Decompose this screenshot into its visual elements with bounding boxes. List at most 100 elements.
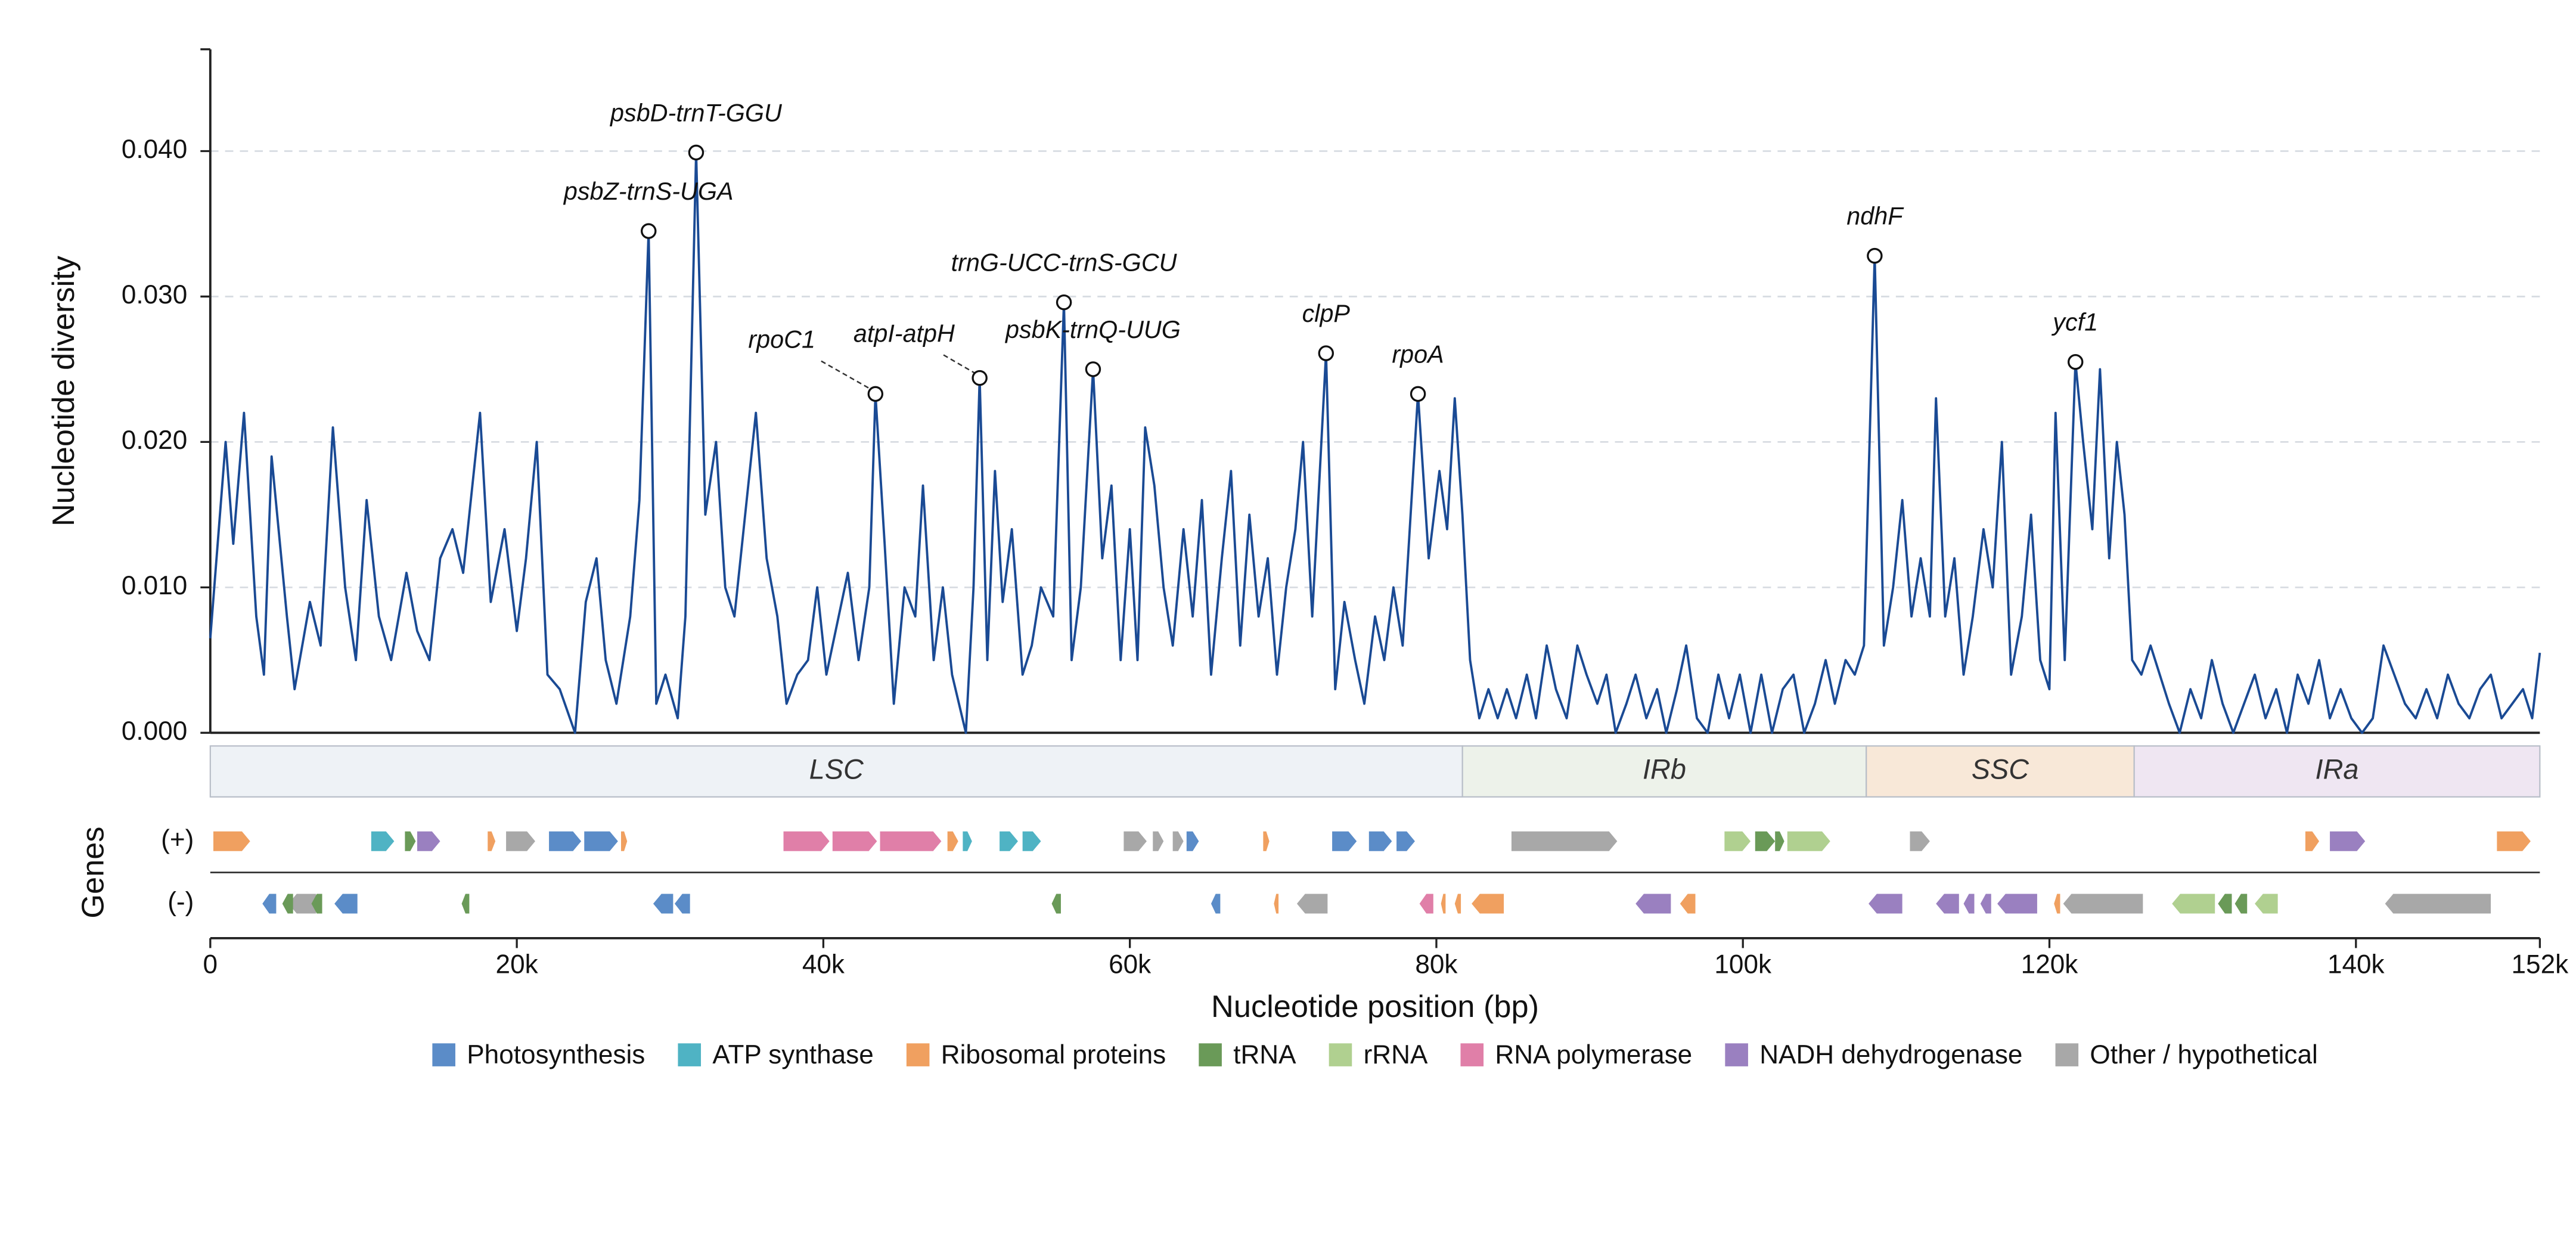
x-tick-label: 40k [802,950,845,979]
legend-swatch [1460,1043,1484,1066]
legend-label: Photosynthesis [467,1040,645,1069]
legend-swatch [906,1043,930,1066]
x-tick-label: 100k [1714,950,1772,979]
gene [417,831,440,851]
y-tick-label: 0.030 [122,280,187,309]
gene [2218,894,2232,914]
peak-marker [688,144,704,161]
region-label: IRa [2316,753,2359,784]
gene [282,894,293,914]
gene [334,894,358,914]
gene [1472,894,1504,914]
gene [262,894,277,914]
gene [2497,831,2531,851]
gene [488,831,496,851]
gene [1296,894,1328,914]
gene [405,831,416,851]
gene [311,894,322,914]
peak-marker [972,370,988,386]
gene [1454,894,1461,914]
legend-swatch [1329,1043,1352,1066]
gene [1396,831,1415,851]
gene [1172,831,1184,851]
gene [1022,831,1041,851]
peak-marker [1085,361,1101,377]
gene [2385,894,2491,914]
legend-label: Ribosomal proteins [941,1040,1166,1069]
annotation-label: psbZ-trnS-UGA [563,178,734,205]
region-box [2133,745,2541,798]
gene [2305,831,2320,851]
gene [1910,831,1930,851]
gene [674,894,690,914]
gene [1680,894,1696,914]
peak-marker [641,223,657,239]
gene [832,831,877,851]
gene [2330,831,2366,851]
gene [2172,894,2215,914]
gene [2054,894,2060,914]
gene [1123,831,1147,851]
gene [1051,894,1061,914]
annotation-label: rpoC1 [748,326,815,353]
track-label: (-) [167,888,194,917]
legend-label: tRNA [1233,1040,1296,1069]
legend-swatch [1725,1043,1748,1066]
gene [1368,831,1392,851]
gene [1787,831,1830,851]
gene [1332,831,1357,851]
gene [461,894,470,914]
gene [1963,894,1975,914]
x-tick-label: 80k [1415,950,1458,979]
annotation-label: ndhF [1846,203,1904,230]
gene [1775,831,1784,851]
gene [1755,831,1776,851]
y-tick-label: 0.000 [122,717,187,746]
legend: Photosynthesis ATP synthase Ribosomal prot… [432,1040,2318,1069]
gene [653,894,674,914]
legend-label: rRNA [1364,1040,1428,1069]
peak-marker [1410,386,1426,402]
legend-label: NADH dehydrogenase [1759,1040,2022,1069]
gene [1211,894,1221,914]
annotation-label: atpI-atpH [854,320,955,347]
gene [1000,831,1018,851]
legend-label: ATP synthase [712,1040,873,1069]
gene [1419,894,1433,914]
gene [1635,894,1671,914]
gene [506,831,535,851]
annotation-label: trnG-UCC-trnS-GCU [951,249,1178,277]
y-tick-label: 0.040 [122,135,187,164]
x-tick-label: 140k [2327,950,2385,979]
legend-label: RNA polymerase [1495,1040,1692,1069]
gene [584,831,618,851]
gene [1186,831,1199,851]
x-tick-label: 20k [496,950,539,979]
x-tick-label: 0 [203,950,218,979]
gene [947,831,958,851]
gene [288,894,316,914]
peak-marker [2067,353,2084,370]
gene [1441,894,1446,914]
legend-swatch [2055,1043,2079,1066]
gene [1153,831,1164,851]
x-tick-label: 120k [2021,950,2079,979]
annotation-label: ycf1 [2051,309,2098,336]
annotation-label: clpP [1302,300,1351,327]
gene [2063,894,2143,914]
gene [1997,894,2037,914]
gene [783,831,830,851]
gene [620,831,628,851]
gene [880,831,942,851]
annotation-leader [821,360,871,390]
legend-label: Other / hypothetical [2090,1040,2317,1069]
gene [1980,894,1991,914]
region-box [209,745,1463,798]
gene [1869,894,1902,914]
x-tick-label: 152k [2512,950,2569,979]
peak-marker [1318,345,1334,361]
x-tick-label: 60k [1109,950,1152,979]
annotation-label: psbK-trnQ-UUG [1004,316,1181,343]
